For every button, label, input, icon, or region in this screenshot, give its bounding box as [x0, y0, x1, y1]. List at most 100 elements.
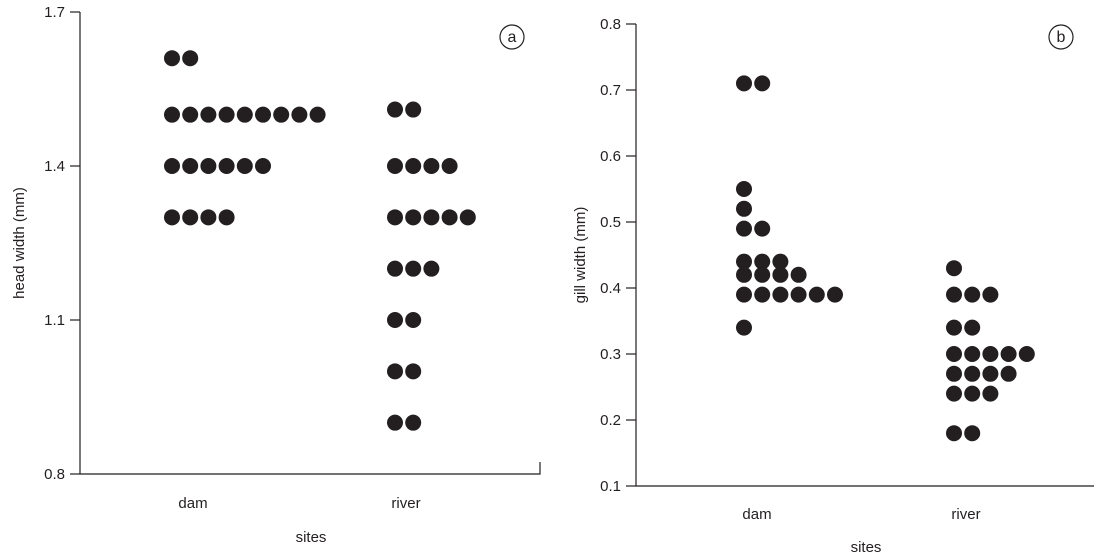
data-point-river: [982, 385, 999, 402]
data-point-dam: [754, 253, 771, 270]
panel-b-chart: gill width (mm) sites b 0.10.20.30.40.50…: [572, 16, 1094, 556]
data-point-dam: [236, 158, 253, 174]
data-point-river: [982, 365, 999, 382]
data-point-river: [946, 385, 962, 402]
data-point-river: [1000, 346, 1017, 362]
data-point-dam: [164, 50, 180, 67]
data-point-river: [387, 363, 403, 380]
panel-b-label: b: [1057, 29, 1066, 46]
data-point-dam: [790, 286, 807, 303]
data-point-dam: [736, 266, 752, 283]
data-point-river: [405, 363, 422, 380]
y-tick-label: 1.1: [44, 312, 65, 329]
data-point-river: [946, 260, 962, 277]
data-point-dam: [754, 220, 771, 237]
data-point-dam: [754, 75, 771, 92]
y-tick-label: 0.7: [600, 82, 621, 99]
data-point-river: [1018, 346, 1035, 362]
panel-b-axes: [635, 24, 1094, 487]
data-point-river: [441, 209, 458, 226]
data-point-dam: [736, 286, 752, 303]
panel-a-label: a: [508, 29, 517, 46]
panel-b-y-axis-title: gill width (mm): [572, 207, 589, 304]
data-point-dam: [182, 106, 199, 123]
data-point-river: [982, 286, 999, 303]
data-point-river: [946, 346, 962, 362]
y-tick-label: 0.8: [44, 466, 65, 483]
data-point-dam: [754, 266, 771, 283]
data-point-dam: [309, 106, 326, 123]
data-point-river: [423, 158, 440, 174]
data-point-dam: [218, 158, 235, 174]
x-category-label: river: [951, 506, 980, 523]
data-point-dam: [291, 106, 308, 123]
panel-a-x-axis-title: sites: [296, 529, 327, 546]
data-point-river: [423, 209, 440, 226]
data-point-river: [964, 365, 981, 382]
data-point-river: [946, 425, 962, 442]
data-point-river: [964, 346, 981, 362]
data-point-river: [441, 158, 458, 174]
data-point-dam: [200, 209, 217, 226]
panel-a-axes: [79, 12, 541, 475]
data-point-dam: [164, 209, 180, 226]
data-point-river: [946, 286, 962, 303]
data-point-river: [405, 260, 422, 277]
data-point-dam: [808, 286, 825, 303]
data-point-river: [387, 260, 403, 277]
data-point-dam: [754, 286, 771, 303]
data-point-dam: [736, 253, 752, 270]
data-point-dam: [736, 220, 752, 237]
data-point-river: [405, 158, 422, 174]
y-tick-label: 1.7: [44, 4, 65, 21]
data-point-dam: [736, 181, 752, 197]
data-point-river: [405, 209, 422, 226]
panel-b-x-categories: dam river: [742, 506, 980, 523]
y-tick-label: 0.4: [600, 280, 621, 297]
data-point-dam: [200, 106, 217, 123]
data-point-river: [459, 209, 476, 226]
data-point-river: [387, 158, 403, 174]
y-tick-label: 0.1: [600, 478, 621, 495]
data-point-dam: [255, 106, 271, 123]
y-tick-label: 1.4: [44, 158, 65, 175]
panel-a-y-ticks: 0.8 1.1 1.4 1.7: [44, 4, 80, 483]
y-tick-label: 0.3: [600, 346, 621, 363]
data-point-dam: [736, 200, 752, 217]
data-point-dam: [182, 209, 199, 226]
data-point-river: [1000, 365, 1017, 382]
data-point-river: [387, 414, 403, 431]
x-category-label: river: [391, 495, 420, 512]
data-point-dam: [772, 286, 789, 303]
panel-a-x-categories: dam river: [178, 495, 420, 512]
data-point-dam: [218, 209, 235, 226]
panel-b-label-badge: [1048, 24, 1074, 50]
data-point-river: [964, 286, 981, 303]
y-tick-label: 0.6: [600, 148, 621, 165]
y-tick-label: 0.2: [600, 412, 621, 429]
data-point-river: [387, 312, 403, 328]
data-point-dam: [790, 266, 807, 283]
y-tick-label: 0.8: [600, 16, 621, 33]
panel-b-points: [736, 75, 1035, 442]
data-point-river: [946, 365, 962, 382]
data-point-river: [387, 209, 403, 226]
data-point-dam: [200, 158, 217, 174]
panel-b-x-axis-title: sites: [851, 539, 882, 556]
data-point-dam: [255, 158, 271, 174]
data-point-river: [982, 346, 999, 362]
data-point-dam: [273, 106, 290, 123]
data-point-dam: [218, 106, 235, 123]
data-point-river: [387, 101, 403, 118]
data-point-river: [964, 425, 981, 442]
data-point-dam: [772, 266, 789, 283]
data-point-dam: [827, 286, 843, 303]
panel-a-points: [164, 50, 476, 431]
panel-a-chart: head width (mm) sites a 0.8 1.1 1.4 1.7 dam…: [11, 4, 541, 546]
data-point-dam: [736, 319, 752, 336]
data-point-dam: [236, 106, 253, 123]
x-category-label: dam: [178, 495, 207, 512]
data-point-dam: [772, 253, 789, 270]
data-point-river: [405, 312, 422, 328]
